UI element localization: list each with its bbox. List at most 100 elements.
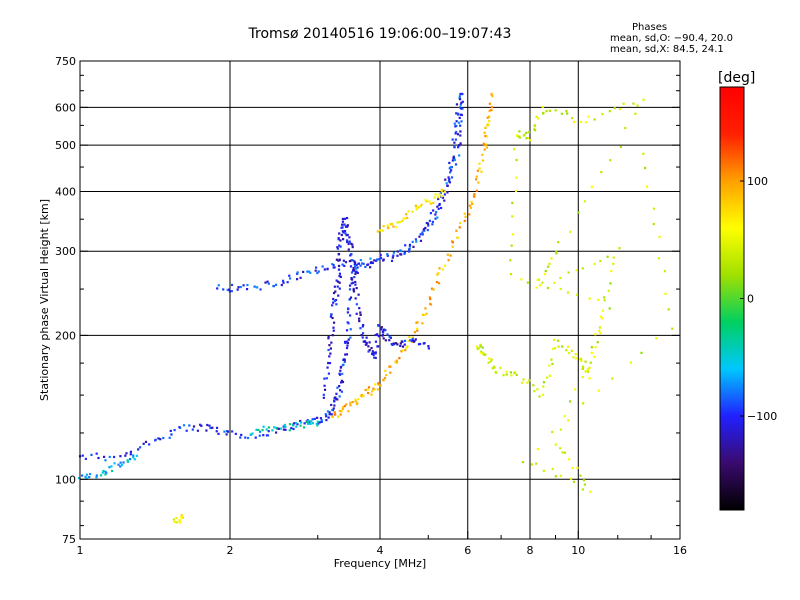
echo-point: [468, 204, 472, 207]
echo-point: [538, 395, 541, 398]
echo-point: [518, 135, 521, 138]
echo-point: [565, 110, 568, 113]
echo-point: [327, 372, 331, 375]
echo-point: [436, 205, 439, 208]
echo-point: [346, 341, 350, 345]
echo-point: [459, 124, 462, 127]
echo-point: [231, 430, 234, 433]
echo-point: [129, 458, 132, 461]
echo-point: [346, 340, 349, 343]
echo-point: [453, 158, 456, 162]
echo-point: [642, 98, 645, 101]
echo-point: [323, 377, 326, 380]
echo-point: [408, 250, 411, 253]
echo-point: [449, 171, 452, 174]
echo-point: [437, 282, 441, 285]
echo-point: [341, 263, 344, 266]
echo-point: [338, 272, 342, 275]
echo-point: [353, 275, 356, 279]
echo-point: [459, 107, 463, 110]
echo-point: [525, 131, 528, 134]
echo-point: [342, 238, 345, 241]
echo-point: [469, 206, 473, 209]
echo-point: [458, 98, 462, 101]
echo-point: [178, 521, 181, 524]
echo-point: [584, 121, 588, 124]
echo-point: [279, 427, 282, 430]
echo-point: [575, 293, 579, 296]
echo-point: [389, 371, 392, 374]
echo-point: [529, 139, 532, 142]
echo-point: [437, 197, 440, 201]
echo-point: [474, 178, 478, 181]
echo-point: [415, 206, 418, 209]
echo-point: [567, 351, 571, 355]
echo-point: [331, 304, 334, 307]
echo-point: [515, 373, 518, 376]
echo-point: [188, 424, 191, 427]
echo-point: [395, 359, 398, 362]
echo-point: [320, 419, 323, 422]
echo-point: [480, 351, 483, 355]
echo-point: [386, 253, 389, 256]
y-tick-label: 200: [55, 329, 76, 342]
echo-point: [449, 254, 452, 257]
echo-point: [327, 337, 330, 340]
echo-point: [341, 220, 345, 223]
echo-point: [667, 308, 670, 311]
echo-point: [339, 381, 343, 384]
echo-point: [262, 434, 265, 437]
echo-point: [561, 451, 564, 454]
data-points: [77, 92, 674, 524]
echo-point: [658, 235, 661, 238]
echo-point: [423, 313, 427, 317]
echo-point: [205, 429, 208, 432]
echo-point: [307, 419, 310, 423]
echo-point: [533, 390, 536, 393]
echo-point: [396, 254, 399, 257]
echo-point: [383, 377, 387, 380]
echo-point: [85, 473, 89, 476]
echo-point: [350, 253, 353, 256]
echo-point: [349, 328, 352, 331]
echo-point: [451, 159, 454, 162]
echo-point: [434, 213, 437, 216]
echo-point: [493, 366, 496, 369]
echo-point: [234, 432, 237, 435]
echo-point: [464, 215, 467, 218]
echo-point: [542, 381, 546, 384]
echo-point: [550, 358, 553, 361]
echo-point: [619, 145, 622, 148]
echo-point: [228, 290, 231, 293]
echo-point: [338, 244, 341, 247]
echo-point: [395, 361, 398, 365]
echo-point: [391, 256, 394, 259]
echo-point: [402, 217, 405, 220]
echo-point: [451, 245, 454, 248]
echo-point: [288, 277, 292, 280]
echo-point: [335, 392, 338, 395]
echo-point: [401, 340, 404, 343]
echo-point: [443, 264, 447, 267]
echo-point: [274, 431, 278, 434]
echo-point: [211, 426, 214, 429]
y-tick-label: 400: [55, 185, 76, 198]
echo-point: [404, 349, 407, 352]
echo-point: [359, 264, 362, 267]
echo-point: [601, 309, 605, 312]
echo-point: [427, 345, 430, 348]
echo-point: [486, 116, 489, 119]
echo-point: [463, 219, 466, 223]
echo-point: [253, 285, 256, 288]
echo-point: [371, 261, 374, 265]
echo-point: [376, 345, 379, 348]
echo-point: [429, 212, 433, 215]
echo-point: [588, 366, 591, 369]
echo-point: [565, 349, 568, 352]
echo-point: [438, 193, 441, 196]
echo-point: [351, 281, 355, 284]
echo-point: [400, 250, 403, 253]
y-tick-label: 750: [55, 55, 76, 68]
echo-point: [288, 423, 292, 426]
echo-point: [228, 288, 231, 291]
